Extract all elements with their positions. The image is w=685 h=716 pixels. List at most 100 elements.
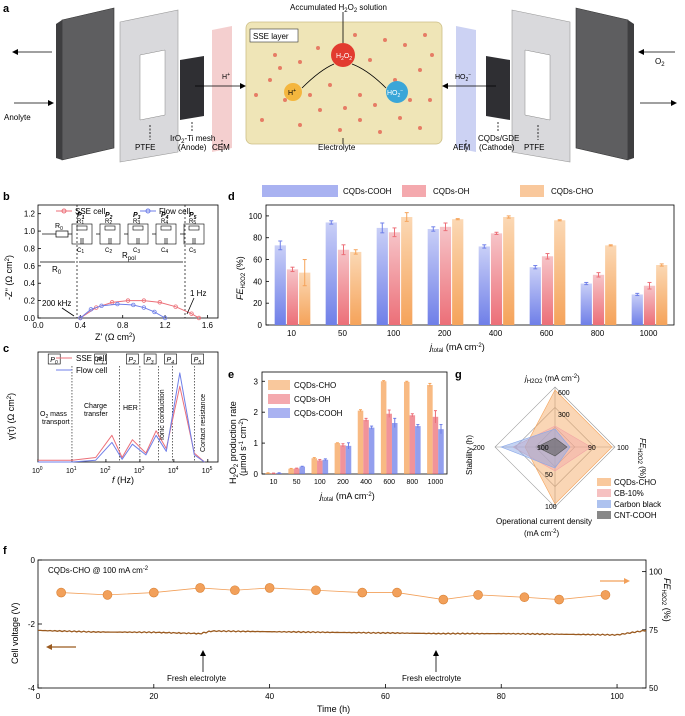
legend-g-cnt-swatch bbox=[597, 511, 611, 519]
c-xtick-exp: 0 bbox=[40, 466, 43, 472]
fresh-electrolyte-2-label: Fresh electrolyte bbox=[402, 674, 462, 683]
b-ytick-label: 0.6 bbox=[24, 262, 36, 271]
panel-f-ylabel-left: Cell voltage (V) bbox=[10, 602, 20, 664]
d-ytick-label: 80 bbox=[253, 234, 262, 243]
f-ytick-left-label: -4 bbox=[28, 684, 36, 693]
radar-tick-label: 100 bbox=[617, 445, 629, 452]
bar-d-cqds-cooh bbox=[376, 227, 388, 325]
radar-axis-stability: Stability (h) bbox=[465, 435, 474, 475]
bar-d-cqds-cho bbox=[299, 272, 311, 325]
nyquist-point bbox=[141, 305, 147, 310]
nyquist-point bbox=[157, 300, 162, 305]
legend-g-cho-swatch bbox=[597, 478, 611, 486]
c-peak-sub: 0 bbox=[55, 360, 58, 366]
bar-e-cqds-oh bbox=[293, 468, 300, 474]
radar-tick-label: 200 bbox=[473, 445, 485, 452]
bar-e-cqds-cooh bbox=[322, 459, 329, 474]
bar-e-cqds-cho bbox=[380, 381, 387, 474]
f-ytick-right-label: 100 bbox=[649, 568, 663, 577]
legend-d-oh-label: CQDs-OH bbox=[433, 187, 470, 196]
annot-transfer: transfer bbox=[84, 411, 108, 418]
fe-point bbox=[600, 590, 611, 600]
bar-e-cqds-cooh bbox=[368, 427, 375, 474]
panel-e-xlabel: jtotal (mA cm-2) bbox=[319, 491, 375, 503]
legend-b-sse-label: SSE cell bbox=[75, 207, 105, 216]
panel-d-axes bbox=[265, 204, 675, 326]
d-xtick-label: 100 bbox=[387, 329, 401, 338]
left-end-plate-side bbox=[56, 20, 62, 160]
bar-d-cqds-cooh bbox=[580, 283, 592, 325]
annot-transport: transport bbox=[42, 419, 70, 426]
f-xtick-label: 80 bbox=[497, 692, 506, 701]
ho2-ion bbox=[386, 81, 408, 103]
legend-d-cho-label: CQDs-CHO bbox=[551, 187, 593, 196]
fe-point bbox=[264, 583, 275, 593]
bar-d-cqds-cho bbox=[656, 265, 668, 325]
bar-e-cqds-cooh bbox=[345, 445, 352, 474]
c-xtick-exp: 3 bbox=[142, 466, 145, 472]
c-peak-label: P1 bbox=[97, 357, 105, 366]
fe-point bbox=[438, 594, 449, 605]
c-peak-box bbox=[143, 353, 157, 365]
hplus-flow-arrowhead bbox=[240, 83, 246, 89]
bar-d-cqds-oh bbox=[286, 269, 299, 325]
bar-d-cqds-oh bbox=[337, 249, 350, 325]
b-ytick-label: 1.2 bbox=[24, 210, 36, 219]
rpol-label: Rpol bbox=[122, 251, 136, 262]
fe-point bbox=[102, 590, 113, 600]
bar-e-cqds-oh bbox=[409, 415, 416, 474]
panel-b-ylabel: -Z'' (Ω cm2) bbox=[4, 255, 14, 300]
cathode-label: (Cathode) bbox=[479, 143, 515, 152]
annot-her: HER bbox=[123, 405, 138, 412]
hplus-to-h2o2-arrow bbox=[301, 63, 335, 89]
hplus-label: H+ bbox=[288, 88, 296, 97]
fe-point bbox=[357, 587, 368, 598]
f-ytick-right-label: 75 bbox=[649, 626, 658, 635]
radar-tick-label: 600 bbox=[558, 390, 570, 397]
radar-tick-label: 100 bbox=[537, 445, 549, 452]
radar-series-cnt-cooh bbox=[536, 437, 568, 457]
bar-d-cqds-cho bbox=[452, 219, 464, 325]
left-out-arrowhead bbox=[12, 49, 18, 55]
panel-e-yunit: (μmol s-1 cm-2) bbox=[238, 418, 248, 476]
right-out-arrowhead bbox=[671, 100, 677, 106]
f-ytick-left-label: -2 bbox=[28, 620, 36, 629]
bar-e-cqds-oh bbox=[340, 445, 346, 474]
panel-c-axes bbox=[37, 351, 219, 463]
panel-b: b 0.0 0.4 0.8 1.2 1.6 0.0 0.2 0.4 0.6 0.8 1.0 1.2 S… bbox=[3, 191, 219, 342]
nyquist-line-sse bbox=[80, 300, 200, 319]
freq-low-label: 1 Hz bbox=[190, 289, 206, 298]
legend-d-cho-swatch bbox=[520, 185, 544, 197]
c-xtick-exp: 5 bbox=[210, 466, 213, 472]
ho2-flow-arrowhead bbox=[442, 83, 448, 89]
fe-point bbox=[473, 590, 483, 600]
ptfe-right-label: PTFE bbox=[524, 143, 544, 152]
nyquist-point bbox=[196, 315, 202, 321]
cem-label: CEM bbox=[212, 143, 230, 152]
panel-d-bars: 0 20 40 60 80 100 10 50 100 200 400 600 800 1000 bbox=[249, 212, 668, 338]
bar-d-cqds-cho bbox=[554, 220, 566, 325]
circuit-p-sub: 2 bbox=[109, 215, 113, 221]
e-xtick-label: 10 bbox=[270, 479, 278, 486]
radar-axis-op: Operational current density bbox=[496, 517, 592, 526]
circuit-p-label: P2 bbox=[105, 212, 113, 221]
bar-d-cqds-oh bbox=[643, 285, 656, 325]
c-xtick-label: 102 bbox=[100, 466, 111, 475]
d-ytick-label: 40 bbox=[253, 277, 262, 286]
o2-in-arrowhead bbox=[638, 49, 644, 55]
circuit-r-sub: 3 bbox=[137, 220, 140, 226]
c-peak-sub: 3 bbox=[151, 360, 154, 366]
c-peak-box bbox=[47, 353, 61, 365]
nyquist-point bbox=[131, 302, 136, 308]
annot-ionic: Ionic conduction bbox=[159, 389, 166, 440]
o2-label: O2 bbox=[655, 57, 665, 68]
bar-d-cqds-cooh bbox=[631, 294, 643, 325]
panel-f-xlabel: Time (h) bbox=[317, 704, 350, 714]
bar-d-cqds-cho bbox=[350, 251, 362, 325]
bar-d-cqds-oh bbox=[541, 256, 554, 325]
radar-chart: 600 300 100 90 100 50 100 200 bbox=[473, 386, 629, 511]
panel-e-axes bbox=[261, 371, 448, 475]
voltage-axis-arrowhead bbox=[46, 644, 52, 650]
panel-b-ticks: 0.0 0.4 0.8 1.2 1.6 0.0 0.2 0.4 0.6 0.8 1.0 1.2 bbox=[24, 210, 214, 330]
